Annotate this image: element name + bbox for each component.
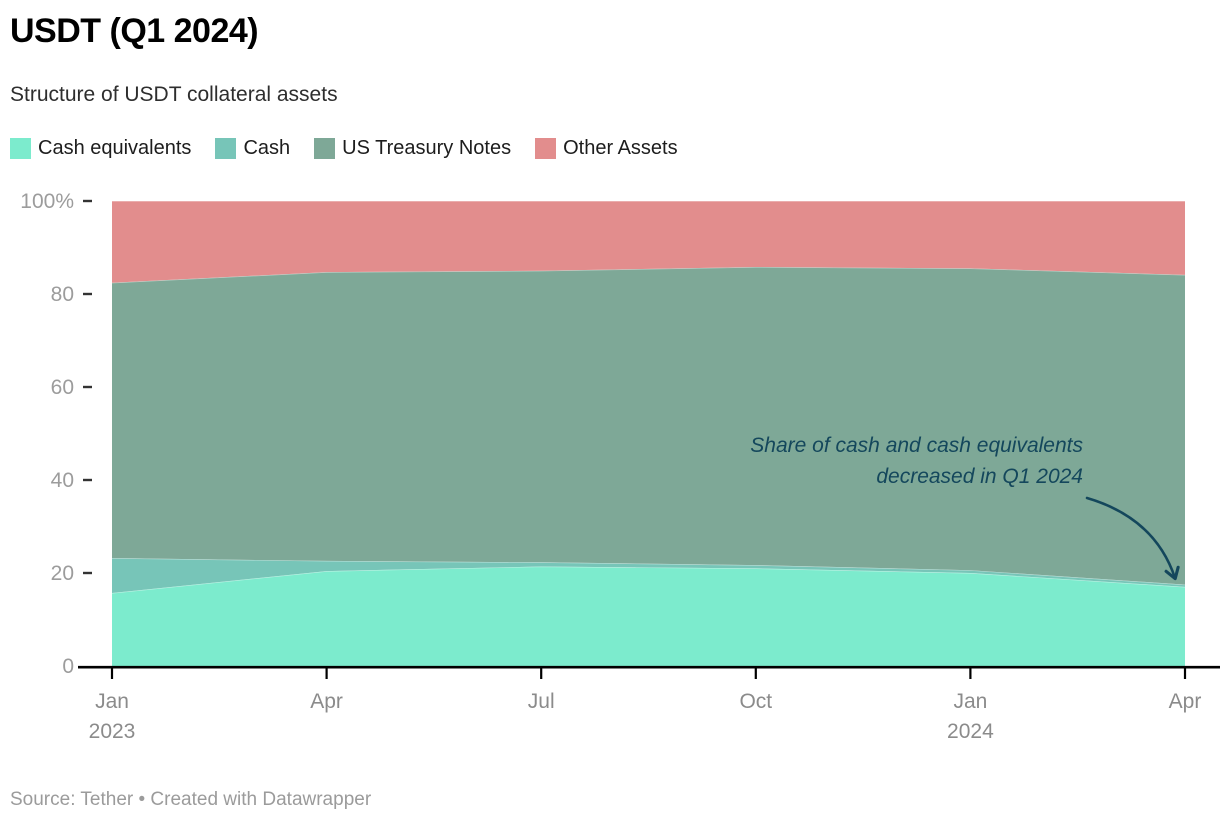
cash-equivalents-swatch: [10, 138, 31, 159]
legend-item-us-treasury-notes[interactable]: US Treasury Notes: [314, 137, 511, 160]
legend-label: Other Assets: [563, 137, 678, 159]
area-cash: [112, 558, 1185, 593]
x-tick-label: Apr: [1169, 690, 1202, 713]
y-tick-label: 60: [51, 376, 74, 399]
area-series-group: [111, 200, 1186, 666]
x-tick-label: Jul: [528, 690, 555, 713]
other-assets-swatch: [535, 138, 557, 159]
y-tick-label: 40: [51, 469, 74, 492]
y-tick-label: 0: [62, 655, 74, 678]
y-tick-label: 100%: [20, 190, 74, 213]
chart-title: USDT (Q1 2024): [10, 12, 259, 50]
x-tick-label: Apr: [310, 690, 343, 713]
x-tick-label: Oct: [739, 690, 772, 713]
legend-item-cash[interactable]: Cash: [215, 137, 290, 160]
y-tick-label: 20: [51, 562, 74, 585]
legend-item-cash-equivalents[interactable]: Cash equivalents: [10, 137, 191, 160]
x-tick-label: Jan: [95, 690, 129, 713]
x-tick-label: Jan: [953, 690, 987, 713]
area-cash-equivalents: [112, 566, 1185, 666]
us-treasury-notes-swatch: [314, 138, 336, 159]
chart-subtitle: Structure of USDT collateral assets: [10, 83, 338, 106]
source-note: Source: Tether • Created with Datawrappe…: [10, 789, 372, 810]
legend-item-other-assets[interactable]: Other Assets: [535, 137, 678, 160]
legend-label: Cash: [243, 137, 291, 159]
area-us-treasury-notes: [112, 267, 1185, 585]
legend-label: US Treasury Notes: [342, 137, 512, 159]
annotation-line-2: decreased in Q1 2024: [876, 465, 1083, 488]
chart-area: 0 20 40 60 80 100% Jan 2023 Apr Jul Oct Jan 2024 Apr …: [0, 185, 1220, 777]
axes-group: 0 20 40 60 80 100% Jan 2023 Apr Jul Oct Jan 2024 Apr: [20, 190, 1220, 743]
x-tick-year-label: 2023: [89, 720, 136, 743]
y-tick-label: 80: [51, 283, 74, 306]
legend-label: Cash equivalents: [38, 137, 192, 159]
legend: Cash equivalents Cash US Treasury Notes Oth…: [10, 137, 678, 160]
annotation-line-1: Share of cash and cash equivalents: [750, 434, 1083, 457]
annotation-arrow: [1085, 496, 1180, 581]
x-tick-year-label: 2024: [947, 720, 994, 743]
cash-swatch: [215, 138, 237, 159]
area-other-assets: [112, 201, 1185, 283]
